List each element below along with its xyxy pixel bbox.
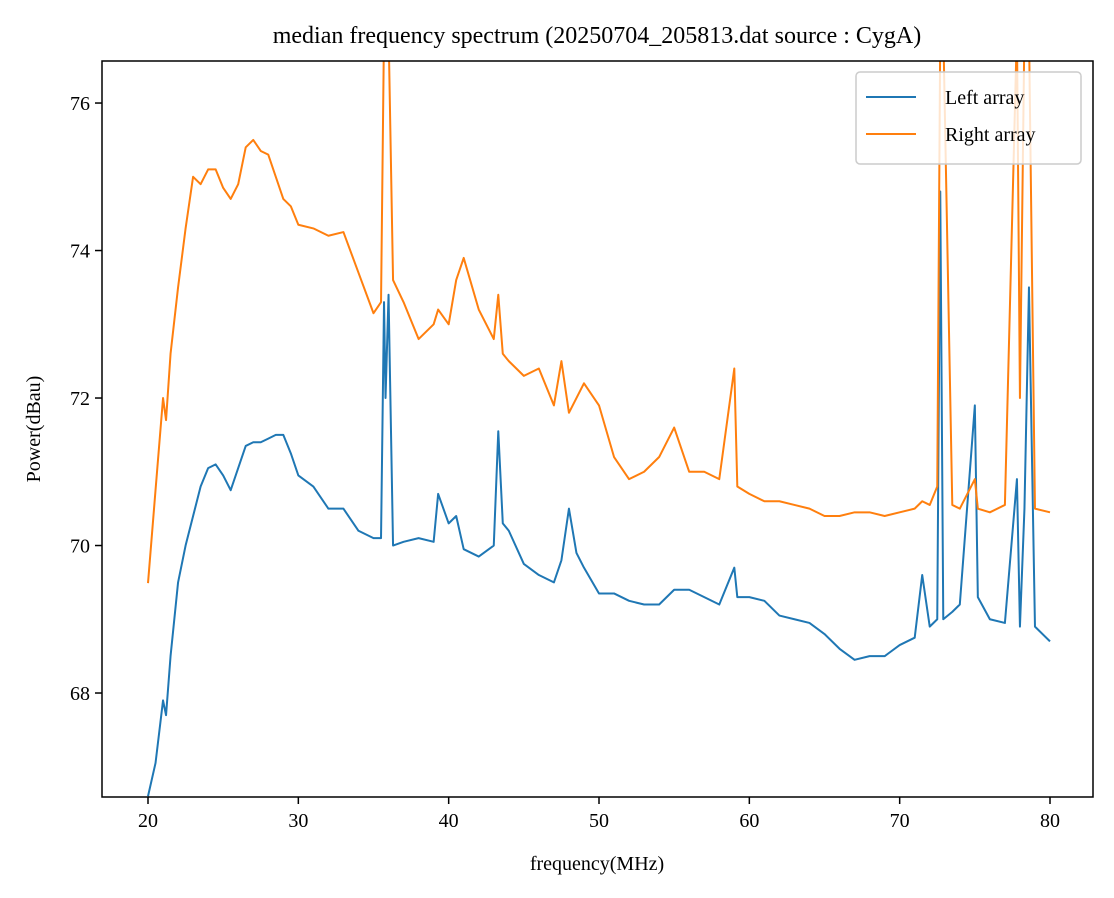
y-tick-label: 74 (70, 241, 90, 263)
x-tick-label: 60 (739, 810, 759, 832)
legend-label: Left array (945, 87, 1024, 109)
y-axis-label: Power(dBau) (23, 376, 45, 483)
y-tick-label: 72 (70, 388, 90, 410)
y-tick-label: 68 (70, 683, 90, 705)
line-series (147, 190, 1051, 797)
legend-box (855, 71, 1082, 165)
x-tick-label: 30 (288, 810, 308, 832)
legend-label: Right array (945, 124, 1036, 146)
x-tick-label: 70 (890, 810, 910, 832)
line-series (147, 61, 1051, 584)
x-tick-label: 80 (1040, 810, 1060, 832)
x-tick-label: 20 (138, 810, 158, 832)
x-tick-label: 50 (589, 810, 609, 832)
y-tick-label: 70 (70, 536, 90, 558)
x-axis-label: frequency(MHz) (530, 853, 664, 875)
plot-area (147, 61, 1051, 797)
x-tick-label: 40 (439, 810, 459, 832)
chart-title: median frequency spectrum (20250704_2058… (273, 23, 922, 49)
axes-frame (101, 60, 1094, 798)
y-tick-label: 76 (70, 93, 90, 115)
